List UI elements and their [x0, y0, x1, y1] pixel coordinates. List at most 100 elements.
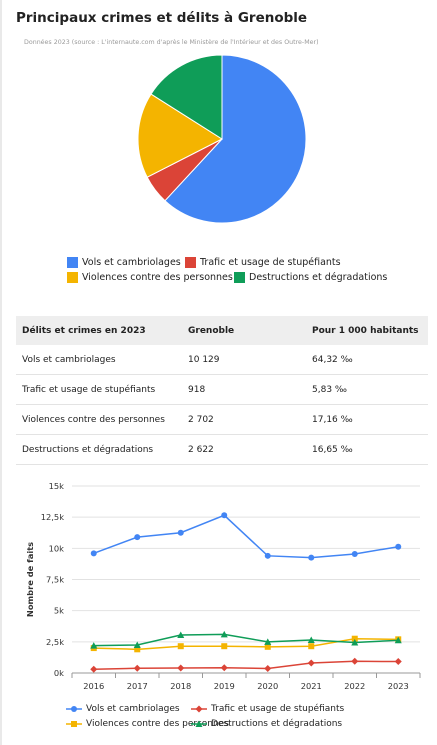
pie-legend-item[interactable]: Vols et cambriolages — [67, 257, 185, 268]
line-legend-label: Violences contre des personnes — [86, 718, 229, 729]
table-cell: Trafic et usage de stupéfiants — [16, 374, 182, 405]
table-cell: 5,83 ‰ — [306, 374, 428, 405]
y-axis-label: Nombre de faits — [25, 542, 35, 617]
x-tick-label: 2023 — [388, 681, 409, 691]
table-cell: 16,65 ‰ — [306, 434, 428, 465]
y-tick-label: 7,5k — [46, 575, 64, 585]
table-cell: Violences contre des personnes — [16, 404, 182, 435]
table-header-cell: Grenoble — [182, 316, 306, 345]
page-title: Principaux crimes et délits à Grenoble — [16, 10, 308, 26]
line-legend-item[interactable]: Trafic et usage de stupéfiants — [191, 704, 344, 714]
data-point[interactable] — [308, 643, 315, 650]
y-tick-label: 5k — [54, 606, 64, 616]
data-point[interactable] — [264, 665, 272, 673]
data-point[interactable] — [307, 659, 315, 667]
page-subtitle: Données 2023 (source : L'internaute.com … — [24, 39, 319, 46]
table-cell: Destructions et dégradations — [16, 434, 182, 465]
data-point[interactable] — [220, 630, 228, 638]
data-point[interactable] — [177, 529, 184, 536]
pie-legend-label: Trafic et usage de stupéfiants — [200, 257, 341, 268]
x-tick-label: 2018 — [170, 681, 191, 691]
data-point[interactable] — [134, 534, 141, 541]
x-tick-label: 2020 — [257, 681, 278, 691]
pie-legend-item[interactable]: Trafic et usage de stupéfiants — [185, 257, 341, 268]
pie-legend: Vols et cambriolages Trafic et usage de … — [67, 255, 387, 285]
table-cell: 10 129 — [182, 345, 306, 375]
data-point[interactable] — [351, 657, 359, 665]
legend-swatch — [67, 272, 78, 283]
legend-swatch — [185, 257, 196, 268]
table-row: Violences contre des personnes 2 702 17,… — [16, 404, 428, 435]
series-line — [93, 637, 399, 651]
pie-slice[interactable] — [164, 54, 307, 224]
pie-legend-label: Destructions et dégradations — [249, 272, 388, 283]
data-point[interactable] — [351, 635, 358, 642]
pie-slice[interactable] — [137, 93, 224, 178]
table-cell: 2 702 — [182, 404, 306, 435]
y-tick-label: 10k — [49, 543, 65, 553]
table-row: Vols et cambriolages 10 129 64,32 ‰ — [16, 345, 428, 375]
legend-marker-square — [66, 720, 82, 727]
data-point[interactable] — [177, 664, 185, 672]
table-header-row: Délits et crimes en 2023 Grenoble Pour 1… — [16, 316, 428, 345]
line-legend-label: Vols et cambriolages — [86, 703, 180, 714]
table-cell: 17,16 ‰ — [306, 404, 428, 435]
line-legend-item[interactable]: Vols et cambriolages — [66, 704, 191, 714]
data-point[interactable] — [307, 636, 315, 643]
pie-legend-item[interactable]: Violences contre des personnes — [67, 272, 234, 283]
table-cell: Vols et cambriolages — [16, 345, 182, 375]
data-point[interactable] — [134, 646, 141, 653]
data-point[interactable] — [221, 643, 228, 650]
data-point[interactable] — [395, 543, 402, 550]
line-legend-label: Trafic et usage de stupéfiants — [211, 703, 345, 714]
data-point[interactable] — [264, 638, 272, 645]
data-point[interactable] — [394, 636, 402, 644]
data-point[interactable] — [133, 641, 141, 648]
table-row: Destructions et dégradations 2 622 16,65… — [16, 434, 428, 465]
pie-slice[interactable] — [150, 54, 223, 140]
data-point[interactable] — [177, 631, 185, 638]
data-point[interactable] — [90, 550, 97, 557]
legend-marker-triangle — [191, 720, 207, 727]
y-tick-label: 15k — [49, 481, 65, 491]
data-point[interactable] — [177, 643, 184, 650]
table-cell: 918 — [182, 374, 306, 405]
data-point[interactable] — [221, 512, 228, 519]
table-cell: 64,32 ‰ — [306, 345, 428, 375]
legend-swatch — [234, 272, 245, 283]
pie-chart — [137, 54, 307, 224]
pie-legend-item[interactable]: Destructions et dégradations — [234, 272, 387, 283]
x-tick-label: 2019 — [214, 681, 235, 691]
data-point[interactable] — [90, 665, 98, 673]
data-point[interactable] — [351, 550, 358, 557]
x-tick-label: 2017 — [127, 681, 148, 691]
line-legend-item[interactable]: Violences contre des personnes — [66, 719, 229, 729]
data-point[interactable] — [133, 664, 141, 672]
table-row: Trafic et usage de stupéfiants 918 5,83 … — [16, 374, 428, 405]
data-point[interactable] — [308, 554, 315, 561]
table-header-cell: Pour 1 000 habitants — [306, 316, 428, 345]
y-tick-label: 0k — [54, 668, 64, 678]
line-legend-label: Destructions et dégradations — [211, 718, 343, 729]
data-point[interactable] — [264, 552, 271, 559]
line-legend: Vols et cambriolages Trafic et usage de … — [66, 701, 344, 731]
left-edge — [0, 0, 2, 745]
y-tick-label: 12,5k — [41, 512, 64, 522]
data-point[interactable] — [264, 643, 271, 650]
data-point[interactable] — [394, 658, 402, 666]
pie-legend-label: Violences contre des personnes — [82, 272, 233, 283]
series-line — [93, 633, 399, 647]
data-point[interactable] — [220, 664, 228, 672]
x-tick-label: 2016 — [83, 681, 104, 691]
line-legend-item[interactable]: Destructions et dégradations — [191, 719, 342, 729]
x-tick-label: 2022 — [344, 681, 365, 691]
legend-marker-circle — [66, 705, 82, 712]
legend-swatch — [67, 257, 78, 268]
data-point[interactable] — [351, 638, 359, 646]
legend-marker-diamond — [191, 705, 207, 712]
data-point[interactable] — [90, 642, 98, 649]
table-header-cell: Délits et crimes en 2023 — [16, 316, 182, 345]
x-tick-label: 2021 — [301, 681, 322, 691]
crime-table: Délits et crimes en 2023 Grenoble Pour 1… — [16, 316, 428, 465]
pie-legend-label: Vols et cambriolages — [82, 257, 181, 268]
